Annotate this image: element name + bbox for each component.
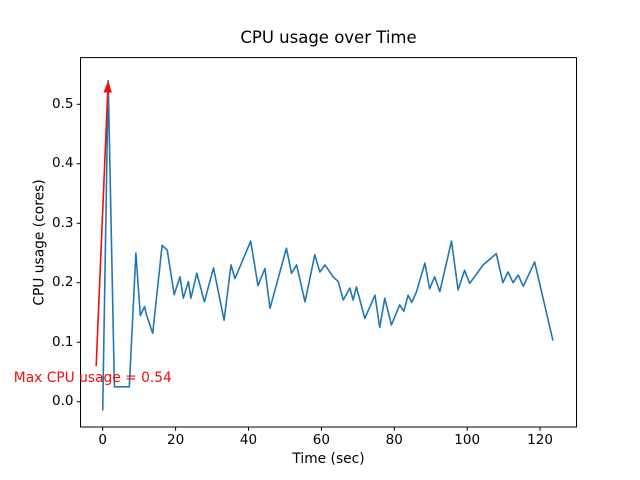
x-tick-label: 80 <box>385 432 403 448</box>
x-tick-label: 20 <box>167 432 185 448</box>
y-tick-label: 0.4 <box>52 155 74 172</box>
y-tick-label: 0.1 <box>52 333 74 350</box>
y-tick-label: 0.0 <box>52 393 74 410</box>
axes-frame <box>80 57 577 428</box>
x-tick-label: 0 <box>98 432 108 448</box>
annotation-text: Max CPU usage = 0.54 <box>13 370 172 387</box>
y-tick-label: 0.5 <box>52 95 74 112</box>
chart-title: CPU usage over Time <box>240 28 417 47</box>
x-tick-label: 100 <box>454 432 481 448</box>
x-tick-label: 120 <box>527 432 553 448</box>
x-tick-label: 40 <box>239 432 258 448</box>
annotation-arrow-head <box>103 80 112 93</box>
cpu-usage-line <box>101 79 554 411</box>
x-axis-label: Time (sec) <box>292 451 365 467</box>
x-tick-label: 60 <box>312 432 330 448</box>
y-tick-label: 0.2 <box>52 274 74 291</box>
annotation-arrow-line <box>95 92 109 367</box>
y-axis-label: CPU usage (cores) <box>31 178 48 306</box>
y-tick-label: 0.3 <box>52 214 74 231</box>
